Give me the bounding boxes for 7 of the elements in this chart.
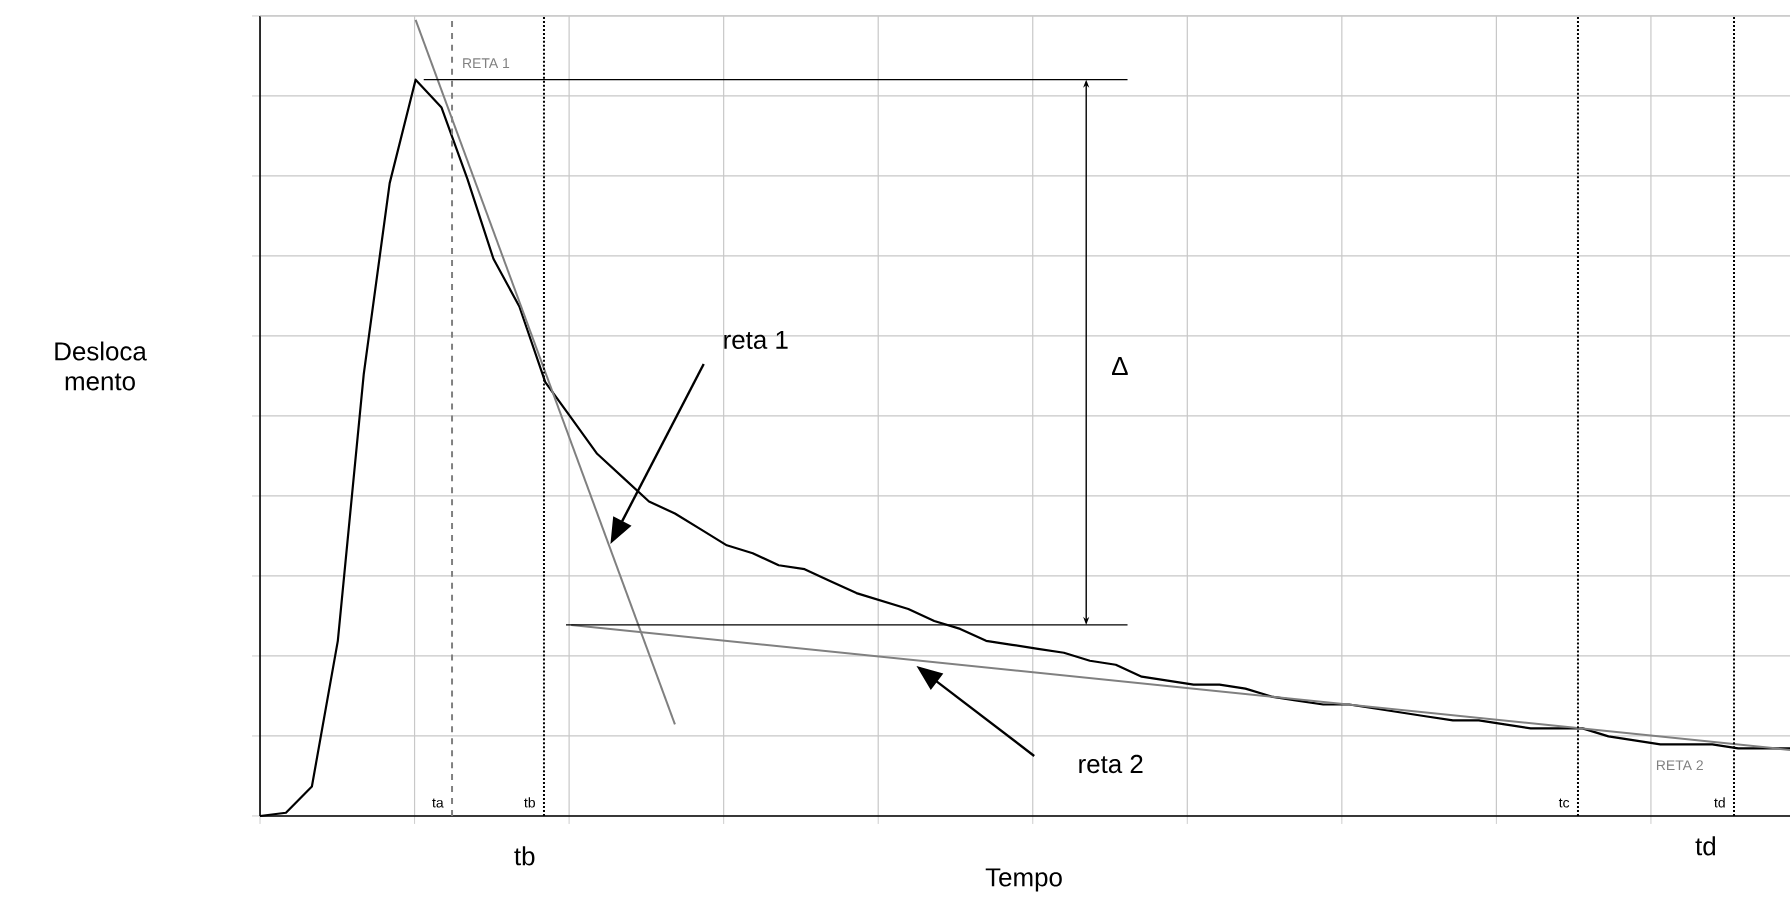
text: td [1695, 836, 1716, 856]
annotation: reta 2 [1079, 754, 1143, 774]
y-axis-title: Desloca mento [55, 341, 147, 391]
annotation: reta 1 [724, 330, 788, 349]
x-axis-title: Tempo [985, 868, 1062, 892]
text: tb [514, 846, 535, 866]
annotation: Δ [1112, 357, 1128, 375]
